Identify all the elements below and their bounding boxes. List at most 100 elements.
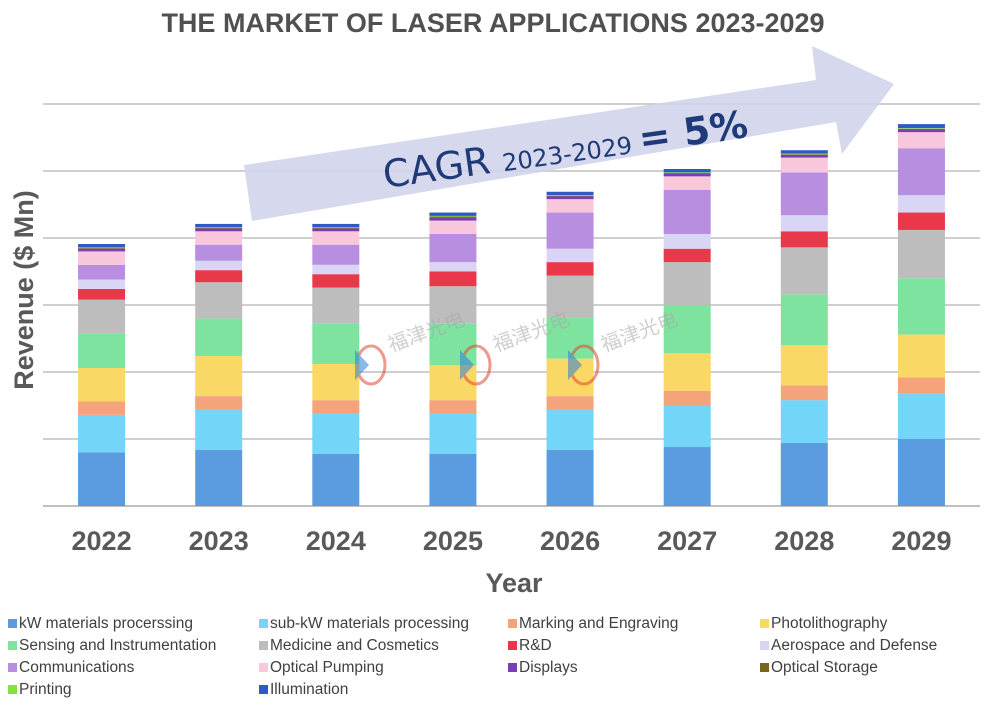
bar-column-2027 (663, 168, 711, 506)
bar-segment (78, 299, 126, 334)
legend-label: Illumination (270, 681, 348, 698)
bar-segment (663, 233, 711, 249)
legend-item: Medicine and Cosmetics (259, 637, 439, 654)
bar-segment (429, 216, 477, 218)
x-tick-label: 2023 (189, 526, 249, 556)
bar-segment (546, 196, 594, 200)
legend-item: Displays (508, 659, 578, 676)
bar-segment (78, 452, 126, 506)
legend-label: Optical Pumping (270, 659, 384, 676)
stacked-bars (78, 124, 945, 506)
bar-segment (780, 154, 828, 158)
bar-segment (78, 288, 126, 300)
bar-segment (780, 215, 828, 232)
bar-segment (897, 278, 945, 335)
legend-label: Marking and Engraving (519, 615, 678, 632)
legend-label: R&D (519, 637, 552, 654)
bar-segment (663, 176, 711, 190)
bar-segment (663, 172, 711, 174)
bar-segment (429, 262, 477, 272)
legend-swatch (760, 619, 769, 628)
bar-segment (429, 413, 477, 454)
bar-segment (546, 317, 594, 359)
bar-segment (780, 157, 828, 173)
x-tick-label: 2024 (306, 526, 366, 556)
bar-column-2026 (546, 191, 594, 506)
legend-label: sub-kW materials processing (270, 615, 469, 632)
bar-segment (897, 439, 945, 506)
bar-segment (780, 172, 828, 216)
bar-segment (195, 282, 243, 319)
cagr-arrow (244, 46, 894, 221)
bar-segment (546, 191, 594, 196)
legend-swatch (8, 663, 17, 672)
legend-label: Printing (19, 681, 72, 698)
x-tick-label: 2022 (72, 526, 132, 556)
legend-swatch (259, 619, 268, 628)
bar-segment (78, 264, 126, 280)
legend-swatch (259, 663, 268, 672)
bar-segment (663, 173, 711, 174)
bar-column-2028 (780, 150, 828, 506)
bar-segment (195, 228, 243, 232)
legend-swatch (259, 685, 268, 694)
bar-segment (546, 199, 594, 213)
bar-segment (897, 128, 945, 129)
bar-segment (897, 377, 945, 394)
bar-segment (195, 223, 243, 228)
bar-segment (663, 405, 711, 448)
legend-item: R&D (508, 637, 552, 654)
bar-segment (663, 168, 711, 173)
bar-segment (429, 323, 477, 366)
legend-label: Medicine and Cosmetics (270, 637, 439, 654)
legend-label: Displays (519, 659, 578, 676)
legend-swatch (508, 641, 517, 650)
legend: kW materials procerssing sub-kW materials… (8, 615, 937, 698)
bar-segment (78, 244, 126, 248)
legend-item: Optical Pumping (259, 659, 384, 676)
legend-item: Marking and Engraving (508, 615, 678, 632)
legend-label: Optical Storage (771, 659, 878, 676)
bar-segment (195, 260, 243, 271)
bar-segment (312, 400, 360, 414)
bar-segment (312, 453, 360, 506)
bar-segment (195, 227, 243, 228)
bar-segment (897, 334, 945, 378)
bar-segment (195, 355, 243, 397)
bar-segment (663, 305, 711, 354)
legend-item: Illumination (259, 681, 348, 698)
bar-segment (897, 128, 945, 130)
bar-segment (429, 286, 477, 324)
chart-title: THE MARKET OF LASER APPLICATIONS 2023-20… (161, 8, 824, 38)
bar-segment (897, 393, 945, 439)
x-axis-title: Year (485, 568, 543, 598)
bar-segment (780, 294, 828, 346)
bar-segment (429, 215, 477, 217)
bar-segment (78, 251, 126, 265)
bar-column-2024 (312, 223, 360, 506)
legend-item: Sensing and Instrumentation (8, 637, 216, 654)
bar-segment (429, 453, 477, 506)
bar-segment (897, 129, 945, 133)
bar-segment (78, 401, 126, 415)
bar-segment (312, 227, 360, 229)
legend-swatch (508, 619, 517, 628)
bar-segment (78, 279, 126, 289)
bar-segment (312, 287, 360, 324)
legend-swatch (259, 641, 268, 650)
legend-swatch (8, 619, 17, 628)
legend-item: Optical Storage (760, 659, 878, 676)
bar-segment (663, 390, 711, 406)
bar-column-2022 (78, 244, 126, 506)
bar-segment (78, 247, 126, 249)
bar-segment (312, 228, 360, 232)
bar-segment (780, 345, 828, 386)
x-tick-label: 2025 (423, 526, 483, 556)
bar-segment (312, 244, 360, 265)
bar-segment (546, 212, 594, 249)
legend-label: Communications (19, 659, 135, 676)
bar-column-2023 (195, 223, 243, 506)
y-axis-title: Revenue ($ Mn) (9, 190, 39, 390)
bar-segment (897, 124, 945, 129)
